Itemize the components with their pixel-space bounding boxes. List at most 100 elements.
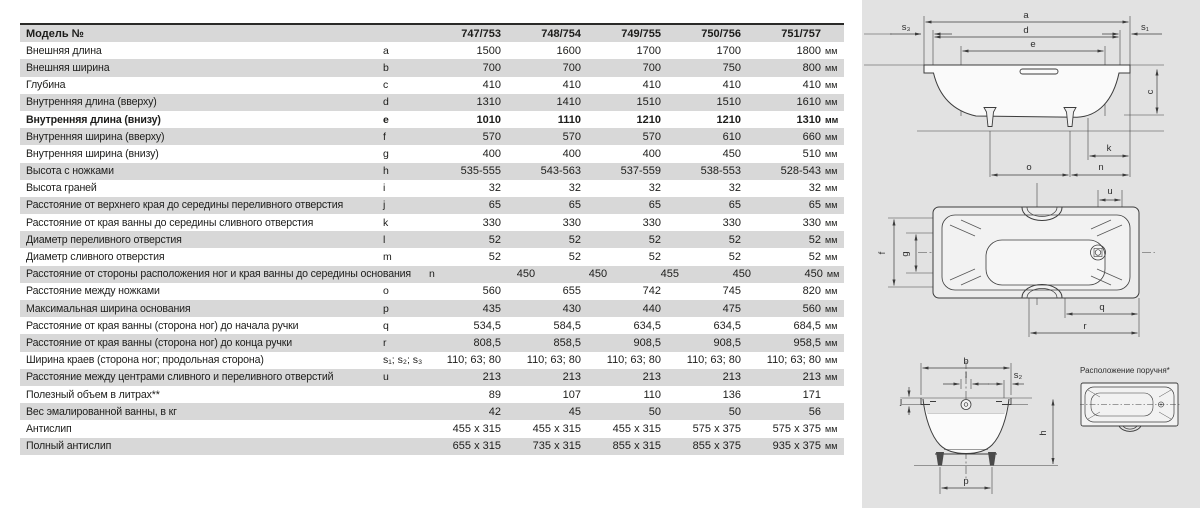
row-unit: мм — [825, 441, 838, 452]
table-header-row: Модель № 747/753 748/754 749/755 750/756 751/… — [20, 23, 844, 43]
row-value: 700 — [642, 61, 661, 74]
table-row: Ширина краев (сторона ног; продольная ст… — [20, 352, 844, 369]
table-row: Расстояние между центрами сливного и пер… — [20, 368, 844, 386]
row-value: 52 — [488, 233, 501, 246]
row-value: 52 — [648, 251, 661, 264]
row-unit: мм — [825, 372, 838, 383]
row-value: 855 x 375 — [692, 440, 741, 453]
row-value: 534,5 — [473, 319, 501, 332]
row-value: 32 — [808, 182, 821, 195]
table-row: Диаметр переливного отверстия l 52 52 52 52 52… — [20, 231, 844, 249]
row-value: 634,5 — [713, 319, 741, 332]
dim-label-g: g — [900, 251, 911, 256]
row-unit: мм — [826, 269, 840, 280]
row-value: 660 — [802, 130, 821, 143]
row-value: 435 — [482, 302, 501, 315]
row-value: 440 — [642, 302, 661, 315]
row-value: 858,5 — [553, 336, 581, 349]
row-value: 1210 — [716, 113, 741, 126]
row-value: 330 — [642, 216, 661, 229]
table-row: Диаметр сливного отверстия m 52 52 52 52 52 мм — [20, 248, 844, 265]
row-value: 1610 — [796, 96, 821, 109]
dim-label-k: k — [1107, 143, 1112, 154]
row-unit: мм — [825, 114, 839, 125]
row-value: 1310 — [796, 113, 821, 126]
row-label: Внутренняя ширина (внизу) — [26, 147, 159, 160]
row-value: 700 — [482, 61, 501, 74]
row-value: 65 — [488, 199, 501, 212]
row-value: 450 — [732, 268, 751, 281]
row-value: 32 — [728, 182, 741, 195]
row-value: 52 — [808, 251, 821, 264]
row-label: Внешняя длина — [26, 44, 102, 57]
row-value: 450 — [804, 268, 823, 281]
row-letter: e — [383, 113, 389, 126]
row-unit: мм — [825, 320, 838, 331]
row-label: Расстояние от края ванны (сторона ног) д… — [26, 336, 292, 349]
dim-label-s1: s₁ — [1141, 22, 1149, 33]
table-row: Расстояние от края ванны до середины сли… — [20, 214, 844, 231]
row-unit: мм — [825, 423, 838, 434]
row-label: Расстояние между ножками — [26, 285, 160, 298]
row-value: 570 — [562, 130, 581, 143]
dim-label-s3: s₃ — [902, 22, 911, 33]
row-value: 475 — [722, 302, 741, 315]
row-label: Полезный объем в литрах** — [26, 388, 160, 401]
dim-label-p: p — [963, 476, 968, 487]
row-letter: q — [383, 319, 389, 332]
row-value: 535-555 — [460, 165, 501, 178]
row-value: 110; 63; 80 — [526, 354, 581, 367]
row-value: 410 — [642, 79, 661, 92]
row-value: 410 — [562, 79, 581, 92]
row-value: 1510 — [716, 96, 741, 109]
row-letter: a — [383, 44, 389, 57]
row-value: 32 — [488, 182, 501, 195]
dim-label-u: u — [1107, 186, 1112, 197]
dim-label-j: j — [899, 396, 902, 407]
row-value: 1210 — [636, 113, 661, 126]
row-unit: мм — [825, 252, 838, 263]
row-value: 110; 63; 80 — [446, 354, 501, 367]
dim-label-d: d — [1023, 25, 1028, 36]
table-row: Расстояние от стороны расположения ног и… — [20, 265, 844, 283]
row-value: 400 — [642, 147, 661, 160]
row-letter: r — [383, 336, 387, 349]
row-letter: d — [383, 96, 389, 109]
row-value: 52 — [728, 251, 741, 264]
row-label: Глубина — [26, 79, 66, 92]
top-view-diagram: u f g q r — [877, 183, 1155, 337]
row-value: 560 — [802, 302, 821, 315]
column-header: 750/756 — [701, 27, 741, 40]
row-value: 1510 — [636, 96, 661, 109]
row-letter: i — [383, 182, 386, 195]
row-value: 1010 — [476, 113, 501, 126]
table-row: Внутренняя ширина (внизу) g 400 400 400 450 51… — [20, 145, 844, 162]
table-row: Полный антислип 655 x 315 735 x 315 855 x 3… — [20, 437, 844, 455]
row-value: 330 — [482, 216, 501, 229]
row-value: 1310 — [476, 96, 501, 109]
row-value: 400 — [562, 147, 581, 160]
row-value: 455 x 315 — [532, 422, 581, 435]
dim-label-h: h — [1038, 430, 1049, 435]
row-unit: мм — [825, 62, 838, 73]
row-unit: мм — [825, 200, 838, 211]
row-value: 89 — [488, 388, 501, 401]
row-value: 455 x 315 — [612, 422, 661, 435]
row-value: 958,5 — [793, 336, 821, 349]
dim-label-r: r — [1083, 321, 1086, 332]
table-row: Внутренняя ширина (вверху) f 570 570 570 610 6… — [20, 128, 844, 146]
table-row: Вес эмалированной ванны, в кг 42 45 50 50 56 — [20, 403, 844, 421]
side-view-diagram: a d s₃ s₁ e c k o n — [864, 10, 1164, 177]
column-header: 748/754 — [541, 27, 581, 40]
row-value: 50 — [648, 405, 661, 418]
row-value: 1410 — [556, 96, 581, 109]
row-letter: n — [429, 268, 435, 281]
row-value: 610 — [722, 130, 741, 143]
dim-label-n: n — [1098, 162, 1103, 173]
row-label: Вес эмалированной ванны, в кг — [26, 405, 177, 418]
column-header: 747/753 — [461, 27, 501, 40]
row-letter: f — [383, 130, 386, 143]
row-value: 735 x 315 — [532, 440, 581, 453]
row-value: 32 — [648, 182, 661, 195]
